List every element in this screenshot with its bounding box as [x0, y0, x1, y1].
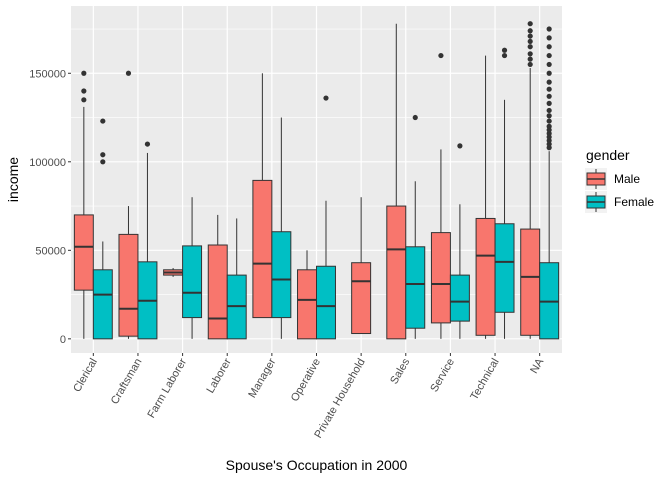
outlier-point — [81, 97, 87, 103]
box-body — [520, 228, 541, 336]
box-male-na — [520, 21, 541, 339]
x-tick-label: Farm Laborer — [145, 356, 189, 420]
legend-label-male: Male — [614, 172, 640, 186]
outlier-point — [546, 44, 552, 50]
box-male-technical — [475, 55, 496, 339]
x-tick-label: Operative — [289, 357, 323, 404]
box-female-sales — [405, 114, 426, 339]
box-female-operative — [316, 95, 336, 340]
y-axis-title: income — [5, 157, 21, 202]
x-tick-label: Manager — [246, 356, 278, 400]
box-female-farm-laborer — [182, 197, 203, 339]
outlier-point — [412, 114, 418, 121]
x-tick-label: Craftsman — [109, 357, 145, 407]
outlier-point — [546, 107, 552, 114]
outlier-point — [546, 70, 552, 76]
outlier-point — [546, 61, 552, 68]
box-layer — [73, 21, 560, 340]
outlier-point — [501, 52, 508, 59]
outlier-point — [527, 51, 533, 57]
outlier-point — [323, 95, 329, 101]
outlier-point — [438, 52, 444, 59]
y-axis: 0 50000 100000 150000 — [29, 68, 71, 346]
x-tick-label: Technical — [468, 356, 501, 402]
box-body — [316, 265, 336, 340]
box-male-sales — [386, 23, 407, 340]
box-body — [207, 244, 228, 340]
box-female-craftsman — [137, 141, 158, 340]
box-male-operative — [297, 250, 317, 340]
box-male-farm-laborer — [163, 268, 184, 277]
y-tick-label: 0 — [60, 334, 66, 346]
outlier-point — [546, 86, 552, 92]
outlier-point — [546, 123, 552, 129]
box-body — [405, 246, 426, 329]
box-body — [73, 214, 94, 291]
box-male-laborer — [207, 214, 228, 340]
outlier-point — [546, 100, 552, 106]
x-axis: Clerical Craftsman Farm Laborer Laborer Mana… — [71, 353, 547, 441]
outlier-point — [546, 93, 552, 99]
outlier-point — [100, 152, 106, 158]
outlier-point — [527, 28, 533, 34]
box-body — [386, 205, 407, 340]
outlier-point — [527, 33, 533, 39]
box-body — [351, 262, 372, 335]
box-body — [92, 269, 113, 340]
box-female-clerical — [92, 118, 113, 340]
outlier-point — [457, 143, 463, 149]
x-tick-label: Sales — [388, 356, 412, 386]
outlier-point — [527, 44, 533, 50]
outlier-point — [546, 79, 552, 85]
box-body — [297, 269, 317, 340]
x-tick-label: Clerical — [71, 357, 100, 395]
outlier-point — [546, 35, 552, 41]
x-tick-label: Private Household — [312, 357, 367, 441]
outlier-point — [546, 52, 552, 59]
box-female-laborer — [226, 218, 247, 340]
outlier-point — [546, 118, 552, 124]
outlier-point — [527, 56, 533, 62]
outlier-point — [81, 70, 87, 76]
box-body — [271, 231, 292, 319]
outlier-point — [125, 70, 132, 76]
box-male-private-household — [351, 197, 372, 335]
y-tick-label: 50000 — [35, 245, 66, 257]
legend-title: gender — [586, 147, 630, 163]
outlier-point — [546, 113, 552, 119]
outlier-point — [527, 61, 533, 68]
outlier-point — [546, 26, 552, 32]
outlier-point — [100, 159, 106, 165]
box-female-manager — [271, 117, 292, 339]
box-body — [475, 217, 496, 336]
box-body — [252, 179, 273, 319]
x-tick-label: NA — [528, 356, 546, 376]
outlier-point — [527, 21, 533, 27]
box-body — [494, 223, 515, 313]
box-female-na — [539, 26, 560, 340]
box-body — [449, 274, 470, 322]
box-body — [118, 233, 139, 337]
outlier-point — [81, 88, 87, 94]
y-tick-label: 150000 — [29, 68, 66, 80]
box-male-clerical — [73, 70, 94, 339]
box-body — [182, 245, 203, 319]
box-female-technical — [494, 47, 515, 339]
outlier-point — [144, 141, 151, 147]
legend: gender Male Female — [585, 147, 654, 213]
outlier-point — [100, 118, 106, 124]
x-tick-label: Laborer — [204, 356, 234, 395]
outlier-point — [527, 38, 533, 45]
box-body — [430, 232, 451, 324]
outlier-point — [501, 47, 508, 53]
box-female-service — [449, 143, 470, 339]
x-tick-label: Service — [428, 357, 457, 395]
legend-label-female: Female — [614, 195, 654, 209]
y-tick-label: 100000 — [29, 157, 66, 169]
x-axis-title: Spouse's Occupation in 2000 — [226, 457, 408, 473]
